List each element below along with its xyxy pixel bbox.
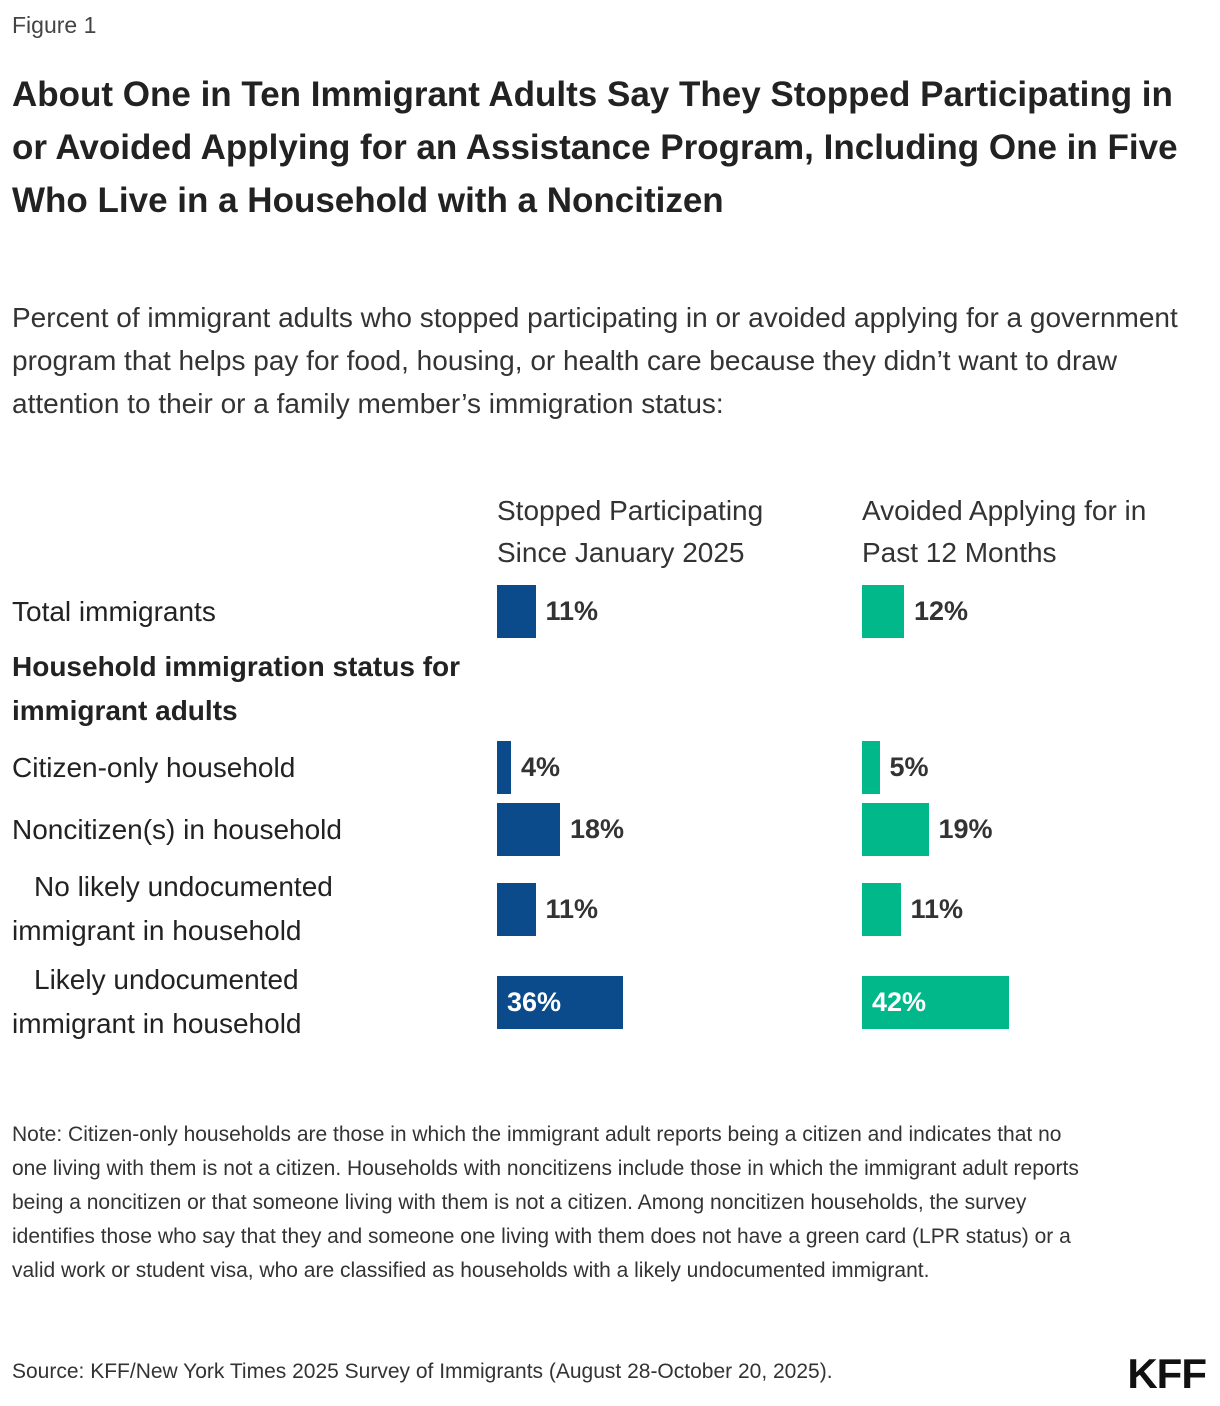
value-label: 12% — [914, 596, 969, 626]
value-label: 19% — [938, 814, 993, 844]
category-label: Noncitizen(s) in household — [12, 803, 482, 856]
bar — [862, 975, 1009, 1029]
bar — [862, 803, 929, 856]
category-label: Citizen-only household — [12, 741, 482, 794]
bar — [497, 585, 536, 638]
bar — [862, 882, 901, 936]
category-text: Likely undocumented immigrant in househo… — [12, 964, 302, 1039]
group-label: Household immigration status for immigra… — [12, 647, 482, 731]
figure-label: Figure 1 — [12, 12, 97, 38]
value-label: 42% — [872, 986, 927, 1017]
bar — [497, 741, 511, 794]
value-label: 5% — [889, 752, 929, 782]
category-label: Likely undocumented immigrant in househo… — [12, 963, 482, 1041]
value-label: 11% — [910, 893, 964, 924]
column-header: Avoided Applying for in Past 12 Months — [862, 495, 1147, 568]
category-text: Citizen-only household — [12, 751, 296, 783]
category-text: Household immigration status for immigra… — [12, 651, 461, 726]
value-label: 11% — [545, 893, 599, 924]
bar — [862, 585, 904, 638]
category-label: Total immigrants — [12, 585, 482, 638]
category-text: Noncitizen(s) in household — [12, 813, 342, 845]
bar — [497, 803, 560, 856]
source: Source: KFF/New York Times 2025 Survey o… — [12, 1360, 833, 1383]
chart-title: About One in Ten Immigrant Adults Say Th… — [12, 75, 1178, 220]
value-label: 4% — [521, 752, 561, 782]
bar — [497, 975, 623, 1029]
category-text: Total immigrants — [12, 595, 216, 627]
chart-subtitle: Percent of immigrant adults who stopped … — [12, 302, 1178, 419]
value-label: 18% — [570, 814, 625, 844]
category-text: No likely undocumented immigrant in hous… — [12, 871, 333, 946]
category-label: No likely undocumented immigrant in hous… — [12, 870, 482, 948]
logo: KFF — [1127, 1350, 1207, 1397]
bar — [497, 882, 536, 936]
value-label: 11% — [545, 596, 599, 626]
column-header: Stopped Participating Since January 2025 — [497, 495, 764, 568]
bar — [862, 741, 880, 794]
value-label: 36% — [507, 986, 562, 1017]
note: Note: Citizen-only households are those … — [12, 1123, 1079, 1282]
